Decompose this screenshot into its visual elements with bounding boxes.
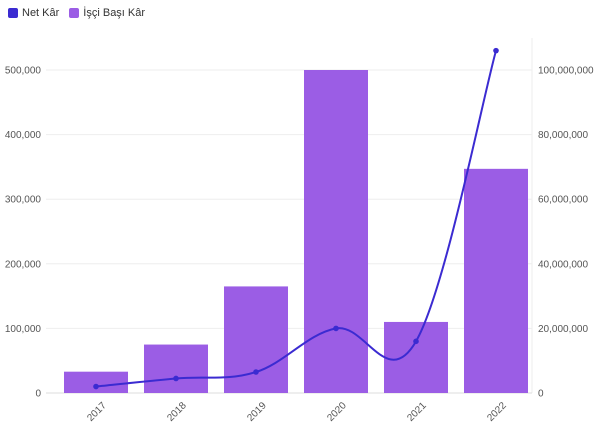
left-tick-label: 500,000	[5, 66, 42, 77]
x-tick-label: 2022	[485, 400, 509, 424]
x-tick-label: 2018	[165, 400, 189, 424]
right-tick-label: 80,000,000	[538, 130, 588, 141]
right-tick-label: 20,000,000	[538, 324, 588, 335]
line-point-2019	[253, 369, 259, 375]
x-tick-label: 2021	[405, 400, 429, 424]
legend-item-net-kar[interactable]: Net Kâr	[8, 7, 59, 19]
chart-legend: Net Kâr İşçi Başı Kâr	[8, 7, 145, 19]
x-tick-label: 2017	[85, 400, 109, 424]
line-point-2021	[413, 338, 419, 345]
grid-lines	[46, 38, 533, 394]
left-tick-label: 200,000	[5, 259, 42, 270]
line-point-2020	[333, 325, 339, 332]
left-tick-label: 0	[35, 389, 41, 400]
bar-2021	[384, 321, 448, 393]
line-point-2022	[493, 47, 499, 54]
legend-label-isci-basi-kar: İşçi Başı Kâr	[83, 7, 146, 19]
right-tick-label: 100,000,000	[538, 66, 594, 77]
bar-2019	[224, 286, 288, 393]
x-tick-label: 2019	[245, 400, 269, 424]
line-series	[93, 47, 499, 390]
left-tick-label: 300,000	[5, 195, 42, 206]
bar-series	[64, 70, 528, 393]
legend-item-isci-basi-kar[interactable]: İşçi Başı Kâr	[69, 7, 145, 19]
bar-2018	[144, 344, 208, 393]
right-y-axis: 0 20,000,000 40,000,000 60,000,000 80,000,00…	[538, 66, 594, 400]
right-tick-label: 40,000,000	[538, 259, 588, 270]
right-tick-label: 0	[538, 389, 544, 400]
line-point-2018	[173, 375, 179, 382]
left-tick-label: 400,000	[5, 130, 42, 141]
x-tick-label: 2020	[325, 400, 349, 424]
line-point-2017	[93, 383, 99, 390]
bar-2022	[464, 168, 528, 393]
left-y-axis: 0 100,000 200,000 300,000 400,000 500,000	[5, 66, 42, 400]
legend-swatch-bar	[69, 8, 80, 18]
legend-label-net-kar: Net Kâr	[22, 7, 60, 19]
legend-swatch-line	[8, 8, 18, 18]
bar-2020	[304, 70, 368, 393]
bar-2017	[64, 371, 128, 393]
left-tick-label: 100,000	[5, 324, 42, 335]
right-tick-label: 60,000,000	[538, 195, 588, 206]
x-axis: 2017 2018 2019 2020 2021 2022	[85, 400, 509, 424]
